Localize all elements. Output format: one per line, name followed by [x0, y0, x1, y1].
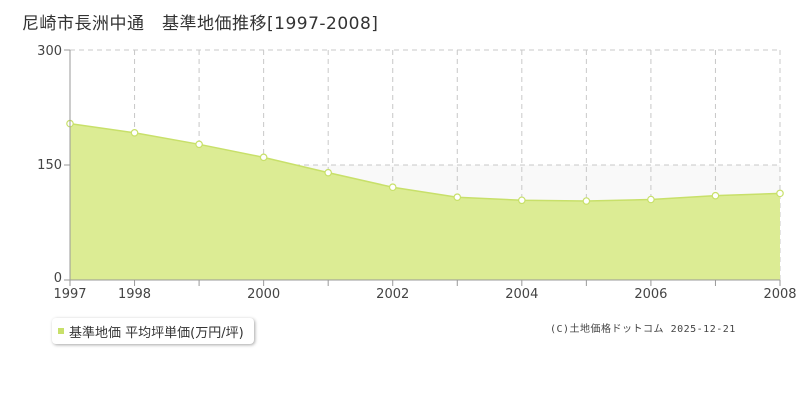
data-point: [195, 140, 203, 149]
credit-text: (C)土地価格ドットコム 2025-12-21: [550, 324, 736, 335]
data-point: [518, 196, 526, 205]
data-point: [388, 183, 397, 192]
y-tick-label: 150: [37, 158, 62, 173]
legend-label: 基準地価 平均坪単価(万円/坪): [69, 325, 244, 341]
x-tick-label: 1997: [53, 287, 86, 302]
x-tick-label: 2006: [634, 287, 667, 302]
chart-title: 尼崎市長洲中通 基準地価推移[1997-2008]: [22, 14, 379, 34]
x-tick-label: 2002: [376, 287, 409, 302]
legend: 基準地価 平均坪単価(万円/坪): [52, 318, 254, 344]
x-tick-label: 1998: [118, 287, 151, 302]
data-point: [259, 153, 268, 162]
data-point: [324, 168, 332, 177]
x-tick-label: 2004: [505, 287, 538, 302]
legend-swatch: [58, 328, 64, 334]
y-tick-label: 300: [37, 44, 62, 59]
series-line: [69, 122, 781, 202]
data-point: [647, 195, 655, 204]
data-point: [776, 189, 784, 198]
y-tick-label: 0: [54, 271, 62, 286]
data-point: [453, 193, 462, 202]
x-tick-label: 2000: [247, 287, 280, 302]
data-point: [711, 191, 720, 200]
data-point: [582, 197, 591, 205]
series-area: [70, 123, 780, 280]
x-tick-label: 2008: [763, 287, 796, 302]
data-point: [130, 129, 139, 137]
